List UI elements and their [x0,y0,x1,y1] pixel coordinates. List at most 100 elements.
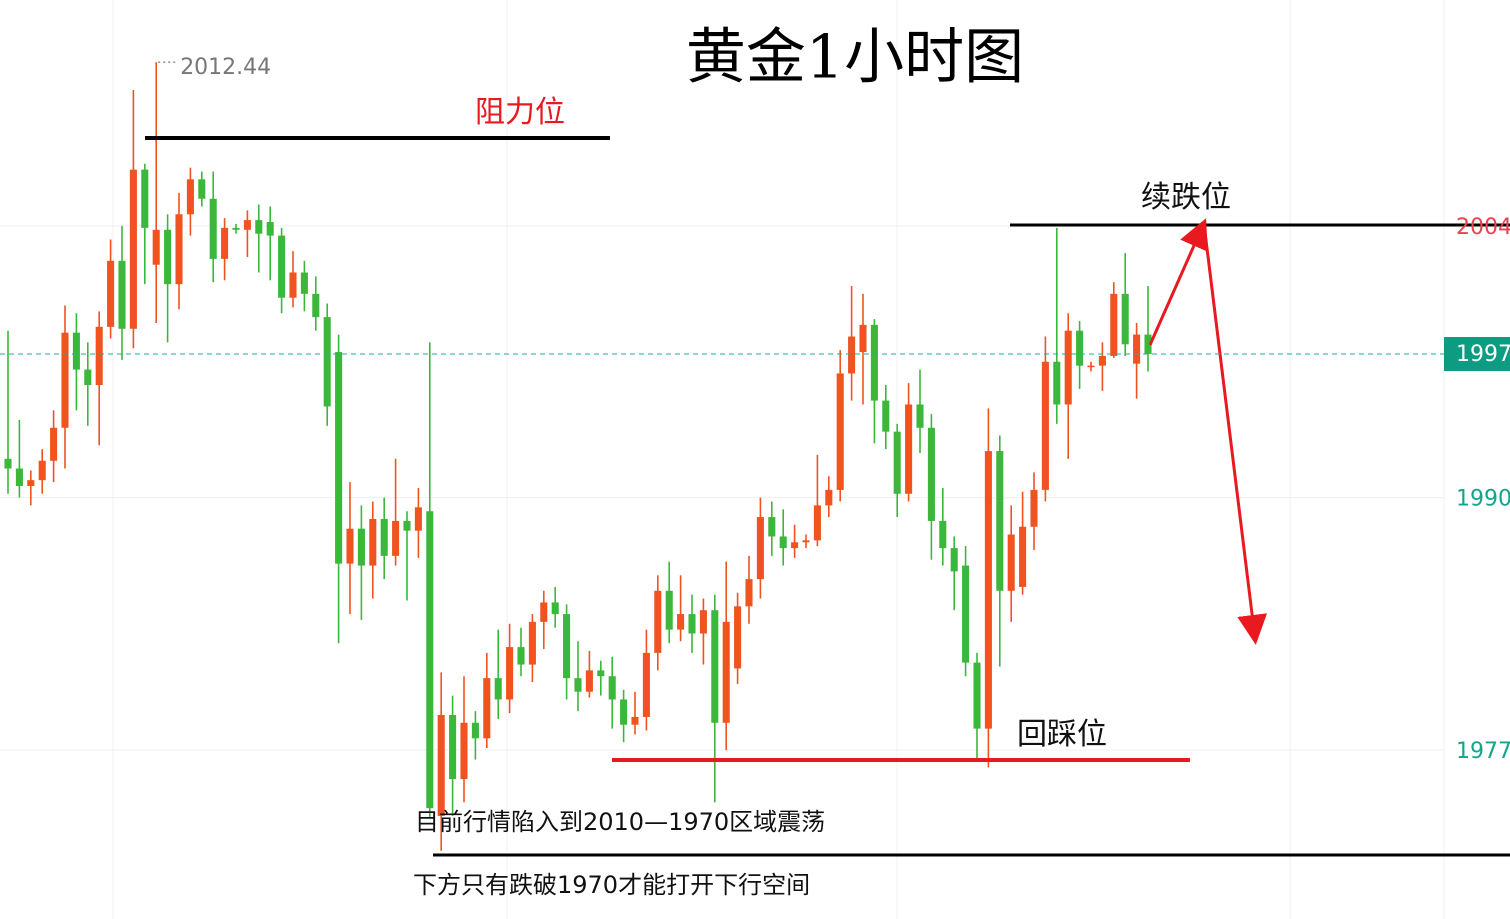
candle-body [1133,334,1141,364]
candle-body [107,260,115,327]
candle-body [198,179,206,199]
candle-body [437,715,445,816]
candle-body [152,229,160,265]
candle-body [471,722,479,739]
candle-body [950,548,958,572]
candle-body [141,169,149,228]
candle-body [585,670,593,692]
candle-body [243,220,251,230]
candle-body [779,536,787,549]
candle-body [1076,330,1084,366]
candle-body [232,227,240,230]
candle-body [654,590,662,653]
candle-body [813,505,821,541]
candle-body [631,716,639,725]
candle-body [1007,534,1015,591]
candle-body [756,517,764,580]
arrow-up [1148,218,1208,346]
candle-body [574,678,582,692]
candle-body [962,565,970,663]
candle-body [95,326,103,386]
candle-body [996,451,1004,591]
grid [0,0,1445,919]
candle-body [1030,489,1038,527]
resistance-label: 阻力位 [475,95,565,130]
candle-body [711,610,719,723]
last-price-label: 1997 [1456,342,1510,367]
candle-body [1098,355,1106,366]
candle-body [175,214,183,285]
y-tick-label: 1990 [1456,487,1510,512]
candle-body [836,373,844,490]
candle-body [380,518,388,556]
candle-body [893,431,901,494]
candles [4,62,1152,851]
candle-body [426,511,434,809]
candle-body [791,542,799,549]
candle-body [825,489,833,506]
candle-body [916,404,924,428]
pullback-label: 回踩位 [1017,717,1107,752]
candle-body [642,652,650,717]
candle-body [414,507,422,531]
candle-body [859,324,867,353]
candle-body [335,352,343,564]
candle-body [1110,293,1118,356]
last-price-box [1444,337,1510,372]
candle-body [563,614,571,679]
candle-body [848,336,856,374]
candle-body [312,293,320,318]
chart-title: 黄金1小时图 [686,23,1024,93]
candle-body [72,332,80,370]
candle-body [984,451,992,729]
candle-body [4,458,12,469]
candle-body [939,520,947,549]
candle-body [186,179,194,215]
candle-body [927,427,935,521]
candle-body [870,324,878,401]
candle-body [449,715,457,780]
candle-body [665,590,673,630]
candle-body [164,229,172,285]
candle-body [278,235,286,298]
candle-body [699,610,707,634]
candle-body [882,400,890,432]
candle-body [905,404,913,494]
candle-body [688,614,696,634]
y-tick-label: 1977 [1456,739,1510,764]
note: 下方只有跌破1970才能打开下行空间 [413,871,810,899]
candle-body [1121,293,1129,345]
candle-body [517,647,525,665]
continue-fall-label: 续跌位 [1141,180,1231,215]
candle-body [323,317,331,407]
candle-body [403,520,411,531]
candle-body [540,602,548,622]
candle-body [483,678,491,739]
candle-body [722,621,730,723]
candle-body [768,517,776,537]
candle-body [369,518,377,566]
candle-body [745,579,753,607]
candle-body [289,272,297,298]
candle-body [528,621,536,665]
candle-body [802,540,810,543]
y-tick-label: 2004 [1456,215,1510,240]
candle-body [266,222,274,236]
candle-body [129,169,137,329]
candle-body [27,480,35,486]
candle-body [1144,334,1152,355]
candle-body [84,369,92,386]
candle-body [209,198,217,259]
arrow-down [1203,231,1268,645]
candle-body [221,227,229,259]
candle-body [494,678,502,700]
candle-body [677,614,685,630]
candle-body [1019,526,1027,587]
candle-body [973,662,981,729]
candle-body [734,606,742,669]
candle-body [61,332,69,428]
candle-body [50,427,58,461]
candle-body [118,260,126,329]
